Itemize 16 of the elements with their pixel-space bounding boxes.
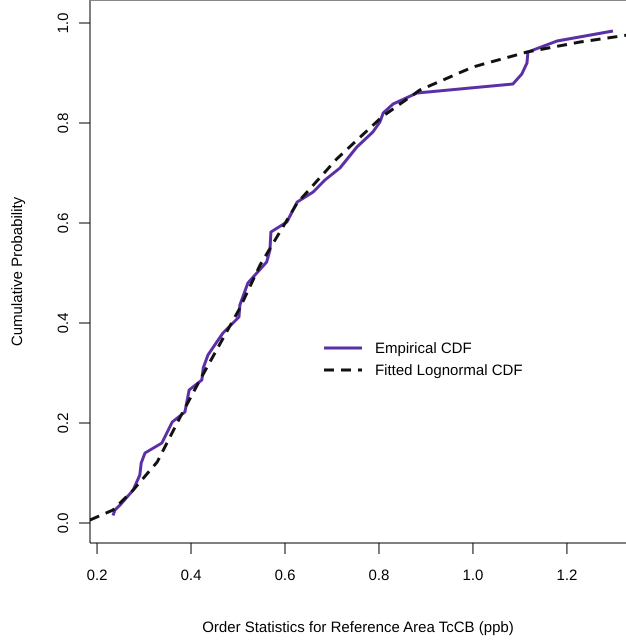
legend-label: Empirical CDF [375, 340, 472, 357]
x-tick-label: 0.2 [86, 567, 108, 584]
y-tick-label: 0.8 [55, 112, 72, 134]
y-tick-label: 0.2 [55, 412, 72, 434]
y-tick-label: 1.0 [55, 12, 72, 34]
y-tick-label: 0.4 [55, 312, 72, 334]
x-tick-label: 1.0 [462, 567, 484, 584]
x-tick-label: 0.8 [368, 567, 390, 584]
x-tick-label: 1.2 [556, 567, 578, 584]
x-tick-label: 0.4 [180, 567, 202, 584]
y-tick-label: 0.0 [55, 512, 72, 534]
y-axis-title: Cumulative Probability [9, 196, 26, 346]
y-tick-label: 0.6 [55, 212, 72, 234]
legend-label: Fitted Lognormal CDF [375, 362, 523, 379]
x-axis-title: Order Statistics for Reference Area TcCB (ppb) [202, 619, 514, 636]
x-tick-label: 0.6 [274, 567, 296, 584]
